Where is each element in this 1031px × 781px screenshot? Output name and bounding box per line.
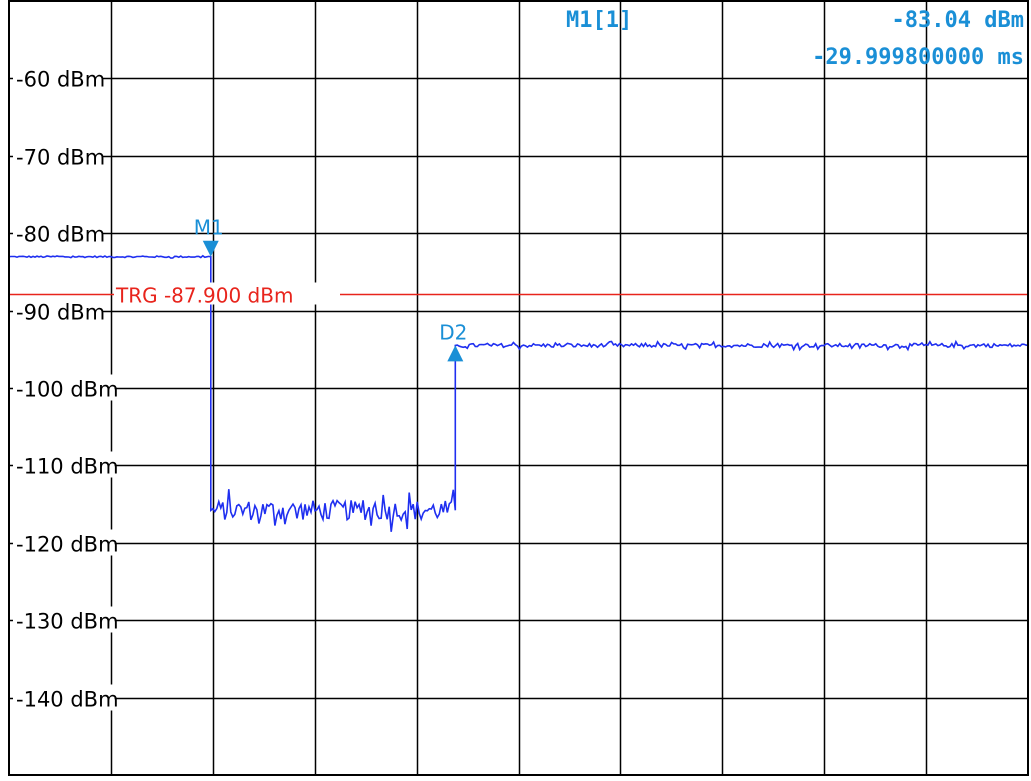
grid — [9, 1, 1028, 775]
y-tick-label: -130 dBm — [16, 610, 119, 634]
y-tick-label-bg — [13, 684, 115, 711]
y-tick-label: -140 dBm — [16, 688, 119, 712]
trigger-label: TRG -87.900 dBm — [115, 284, 293, 308]
trace-line — [8, 254, 1029, 532]
marker-readout-name: M1[1] — [566, 8, 632, 33]
plot-border — [8, 0, 1029, 776]
marker-readout-time: -29.999800000 ms — [812, 45, 1024, 70]
y-axis-labels: -60 dBm -70 dBm -80 dBm -90 dBm -100 dBm -110… — [13, 64, 119, 712]
y-tick-label: -120 dBm — [16, 533, 119, 557]
y-tick-label-bg — [13, 297, 103, 324]
y-tick-label: -110 dBm — [16, 455, 119, 479]
y-tick-label-bg — [13, 606, 115, 633]
marker-m1-icon — [202, 240, 219, 257]
y-tick-label: -60 dBm — [16, 68, 105, 92]
y-tick-label: -100 dBm — [16, 378, 119, 402]
y-tick-label: -90 dBm — [16, 301, 105, 325]
y-tick-label: -70 dBm — [16, 146, 105, 170]
y-tick-label-bg — [13, 529, 115, 556]
markers: M1 D2 — [194, 216, 467, 362]
y-tick-label: -80 dBm — [16, 223, 105, 247]
y-tick-label-bg — [13, 374, 115, 401]
marker-d2-icon — [447, 345, 464, 362]
y-tick-label-bg — [13, 451, 115, 478]
trigger-line-group: TRG -87.900 dBm — [9, 282, 1028, 308]
y-tick-label-bg — [13, 142, 103, 169]
trace — [8, 254, 1029, 532]
marker-m1-label: M1 — [194, 216, 224, 240]
marker-d2-label: D2 — [439, 320, 467, 344]
marker-readout: M1[1] -83.04 dBm -29.999800000 ms — [566, 8, 1024, 70]
marker-readout-level: -83.04 dBm — [892, 8, 1024, 33]
y-tick-label-bg — [13, 64, 103, 91]
y-tick-label-bg — [13, 219, 103, 246]
trigger-label-bg — [114, 282, 340, 305]
